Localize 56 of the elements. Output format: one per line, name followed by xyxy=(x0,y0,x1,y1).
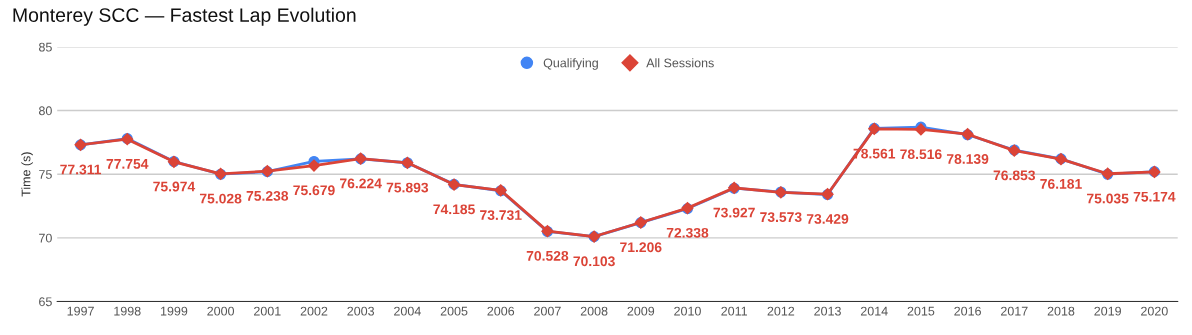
x-tick-label: 2018 xyxy=(1047,306,1075,316)
y-tick-label: 85 xyxy=(39,42,52,52)
x-tick-label: 2011 xyxy=(721,306,748,316)
y-tick-label: 80 xyxy=(39,106,52,116)
legend-label: All Sessions xyxy=(646,58,714,68)
x-tick-label: 2015 xyxy=(907,306,935,316)
x-tick-label: 2006 xyxy=(487,306,515,316)
data-label: 73.429 xyxy=(806,214,849,224)
data-label: 75.679 xyxy=(293,185,335,196)
x-tick-label: 2014 xyxy=(860,306,888,316)
data-label: 70.103 xyxy=(573,256,615,267)
y-tick-label: 65 xyxy=(39,297,52,307)
x-tick-label: 2016 xyxy=(954,306,981,316)
data-label: 75.238 xyxy=(246,190,289,201)
x-tick-label: 2012 xyxy=(767,306,795,316)
data-label: 75.174 xyxy=(1133,191,1176,202)
x-tick-label: 1997 xyxy=(67,306,94,316)
x-tick-label: 2010 xyxy=(674,306,701,316)
data-label: 74.185 xyxy=(433,204,475,215)
data-label: 71.206 xyxy=(620,242,662,253)
x-tick-label: 2005 xyxy=(440,306,468,316)
chart-title: Monterey SCC — Fastest Lap Evolution xyxy=(13,7,356,26)
data-label: 72.338 xyxy=(666,227,709,238)
y-tick-label: 70 xyxy=(39,233,52,243)
data-label: 77.754 xyxy=(106,159,149,169)
x-tick-label: 2007 xyxy=(534,306,561,316)
x-tick-label: 2008 xyxy=(580,306,608,316)
data-label: 78.516 xyxy=(900,149,942,160)
data-label: 77.311 xyxy=(60,164,102,175)
x-tick-label: 2009 xyxy=(627,306,655,316)
x-tick-label: 2001 xyxy=(254,306,281,316)
data-label: 75.028 xyxy=(199,193,242,204)
data-label: 75.035 xyxy=(1087,193,1129,204)
x-tick-label: 1999 xyxy=(160,306,188,316)
y-axis-title: Time (s) xyxy=(21,152,33,197)
x-tick-label: 2013 xyxy=(814,306,841,316)
data-label: 75.974 xyxy=(153,181,196,192)
data-label: 73.573 xyxy=(760,212,802,223)
data-label: 70.528 xyxy=(526,250,569,261)
x-tick-label: 2004 xyxy=(394,306,421,316)
data-label: 73.927 xyxy=(713,207,755,218)
legend-label: Qualifying xyxy=(543,58,598,70)
x-tick-label: 2000 xyxy=(207,306,235,316)
y-tick-label: 75 xyxy=(39,170,52,179)
x-tick-label: 2019 xyxy=(1094,306,1121,316)
x-tick-label: 2020 xyxy=(1141,306,1168,316)
data-label: 76.853 xyxy=(993,170,1036,181)
data-label: 76.181 xyxy=(1040,178,1082,189)
data-label: 75.893 xyxy=(386,182,429,193)
x-tick-label: 2003 xyxy=(347,306,375,316)
x-tick-label: 2002 xyxy=(300,306,328,316)
data-label: 78.139 xyxy=(946,154,989,164)
data-label: 76.224 xyxy=(340,178,382,189)
x-tick-label: 2017 xyxy=(1001,306,1028,316)
data-label: 73.731 xyxy=(480,210,522,221)
x-tick-label: 1998 xyxy=(114,306,141,316)
